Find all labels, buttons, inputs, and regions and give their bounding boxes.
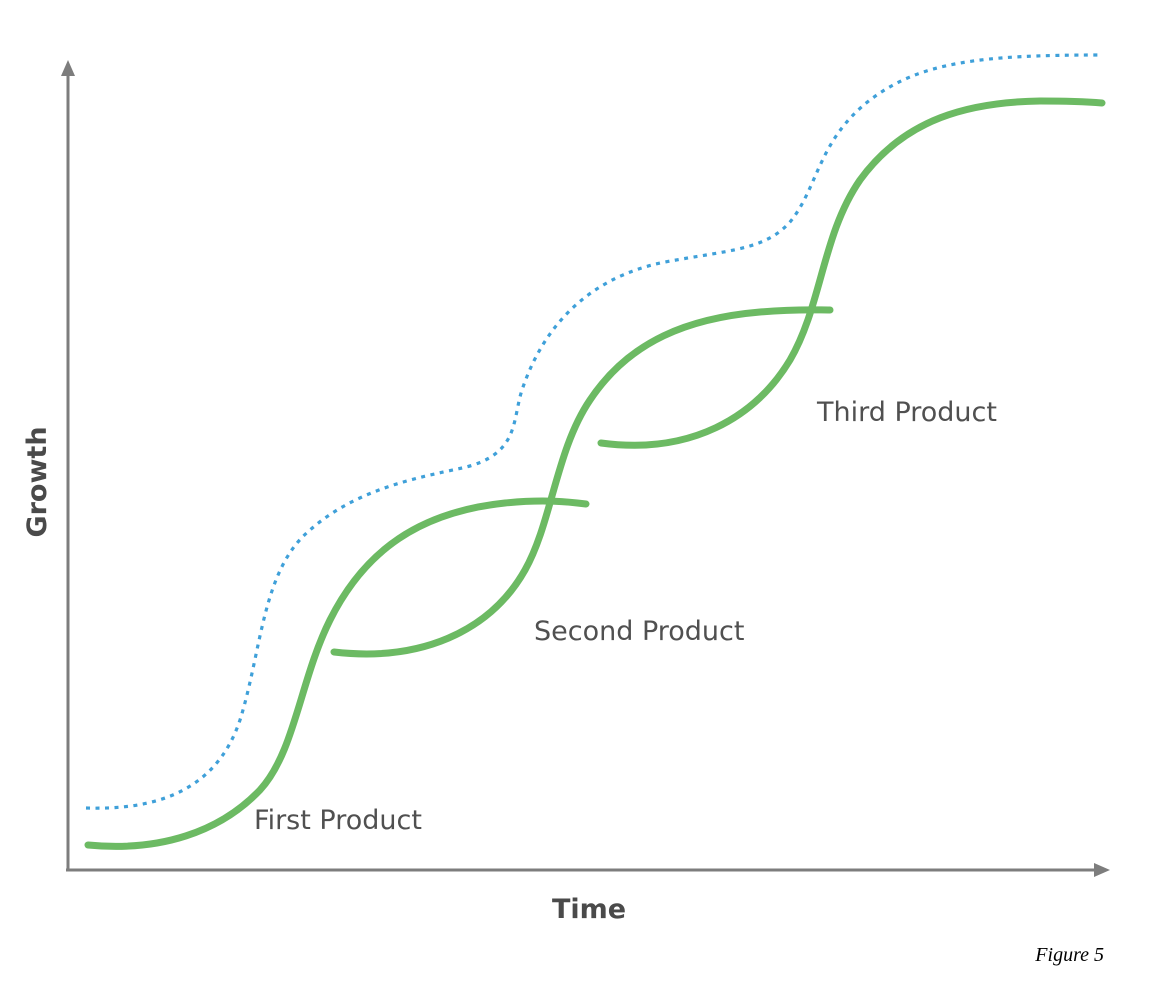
y-axis-title: Growth xyxy=(22,426,53,537)
x-axis-title: Time xyxy=(552,894,626,925)
y-axis-arrow-icon xyxy=(61,60,75,76)
axes xyxy=(61,60,1110,877)
figure-caption: Figure 5 xyxy=(1034,944,1104,966)
growth-envelope-curve xyxy=(85,53,1101,810)
third-product-label: Third Product xyxy=(816,397,997,428)
x-axis-arrow-icon xyxy=(1094,863,1110,877)
second-product-curve xyxy=(330,306,834,658)
first-product-curve xyxy=(84,497,590,850)
third-product-curve xyxy=(597,97,1106,449)
first-product-label: First Product xyxy=(254,805,422,836)
second-product-label: Second Product xyxy=(534,616,744,647)
